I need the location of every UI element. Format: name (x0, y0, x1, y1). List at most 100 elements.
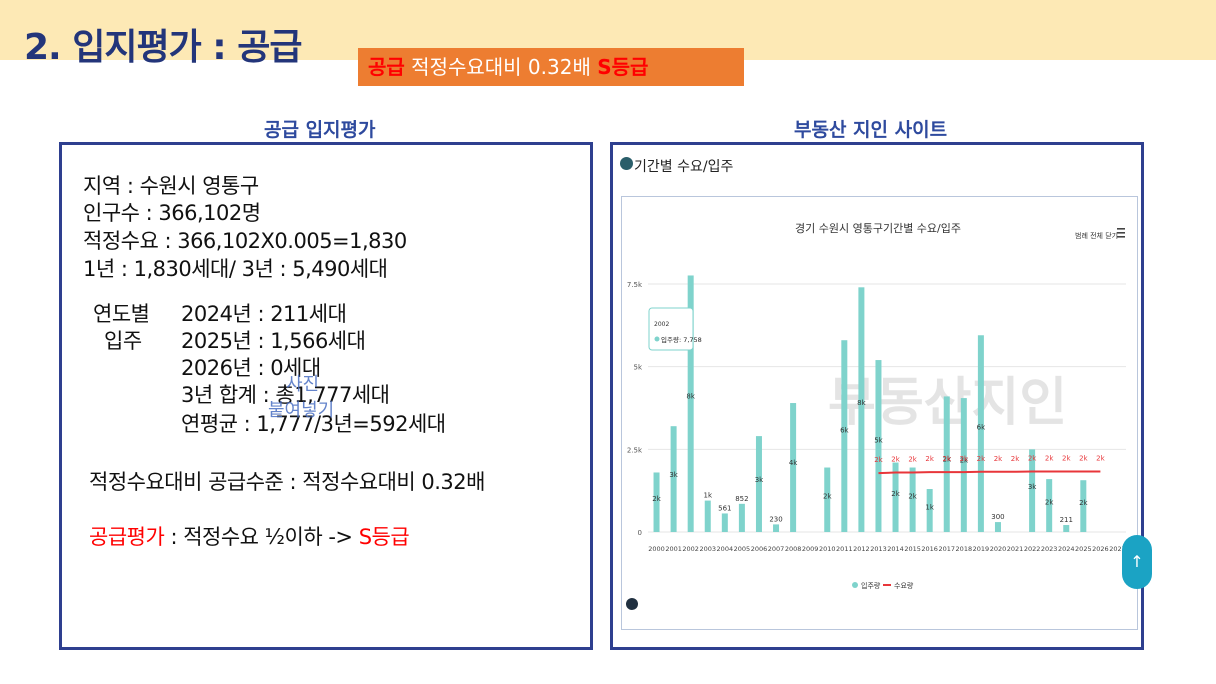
grade-prefix: 공급평가 (89, 525, 165, 549)
x-tick-label: 2017 (938, 545, 955, 553)
legend-toggle-button[interactable]: 범례 전체 닫기 (1075, 231, 1118, 240)
x-tick-label: 2001 (665, 545, 682, 553)
x-tick-label: 2009 (802, 545, 819, 553)
bar-data-label: 2k (652, 495, 661, 503)
x-tick-label: 2006 (751, 545, 768, 553)
supply-line: 2026년 : 0세대 (181, 356, 321, 380)
hamburger-icon[interactable] (1117, 228, 1125, 238)
bar-data-label: 1k (925, 504, 934, 512)
x-tick-label: 2004 (717, 545, 734, 553)
line-data-label: 2k (891, 455, 900, 463)
bar (926, 489, 933, 532)
line-data-label: 2k (874, 456, 883, 464)
x-tick-label: 2019 (973, 545, 990, 553)
bar (909, 467, 916, 532)
y-tick-label: 5k (633, 364, 642, 372)
supply-line: 2024년 : 211세대 (181, 302, 347, 326)
tooltip-value: 입주량: 7,758 (661, 336, 702, 344)
supply-label-1: 연도별 (93, 302, 150, 326)
arrow-up-icon[interactable]: ↑ (1122, 535, 1152, 589)
bar (773, 524, 780, 532)
bar (1063, 525, 1070, 532)
x-tick-label: 2024 (1058, 545, 1075, 553)
supply-label-2: 입주 (104, 329, 142, 353)
tooltip-box (648, 307, 694, 351)
line-data-label: 2k (994, 455, 1003, 463)
bar (704, 500, 711, 532)
x-tick-label: 2007 (768, 545, 785, 553)
app-title: 기간별 수요/입주 (634, 159, 734, 175)
bar (841, 340, 848, 532)
x-tick-label: 2013 (870, 545, 887, 553)
line-data-label: 2k (925, 455, 934, 463)
chart-legend: 입주량 수요량 (852, 582, 914, 590)
bar-data-label: 2k (908, 492, 917, 500)
bar-data-label: 230 (769, 515, 782, 523)
x-tick-label: 2014 (887, 545, 904, 553)
line-data-label: 2k (1045, 454, 1054, 462)
y-tick-label: 7.5k (627, 281, 643, 289)
legend-label: 수요량 (894, 582, 914, 590)
bar-data-label: 2k (891, 490, 900, 498)
bar-data-label: 561 (718, 504, 731, 512)
bar-data-label: 1k (703, 492, 712, 500)
x-tick-label: 2021 (1007, 545, 1024, 553)
bar (670, 426, 677, 532)
line-data-label: 2k (1011, 455, 1020, 463)
line-data-label: 2k (942, 455, 951, 463)
x-tick-label: 2012 (853, 545, 870, 553)
ratio-line: 적정수요대비 공급수준 : 적정수요대비 0.32배 (89, 470, 485, 494)
bar (653, 472, 660, 532)
line-data-label: 2k (977, 455, 986, 463)
region-line: 지역 : 수원시 영통구 (83, 174, 259, 198)
x-tick-label: 2015 (904, 545, 921, 553)
x-tick-label: 2025 (1075, 545, 1092, 553)
right-section-title: 부동산 지인 사이트 (794, 119, 948, 141)
bar-data-label: 5k (874, 437, 883, 445)
demand-line: 적정수요 : 366,102X0.005=1,830 (83, 229, 407, 253)
bar-data-label: 2k (960, 456, 969, 464)
period-line: 1년 : 1,830세대/ 3년 : 5,490세대 (83, 257, 388, 281)
bar (738, 503, 745, 532)
bar (858, 287, 865, 532)
bar-data-label: 4k (789, 459, 798, 467)
bar (1080, 480, 1087, 532)
supply-line: 연평균 : 1,777/3년=592세대 (181, 412, 446, 436)
supply-line: 3년 합계 : 총1,777세대 (181, 383, 390, 407)
x-tick-label: 2000 (648, 545, 665, 553)
left-panel (59, 142, 593, 650)
line-data-label: 2k (1096, 454, 1105, 462)
legend-marker-bar (852, 582, 858, 588)
supply-line: 2025년 : 1,566세대 (181, 329, 366, 353)
demand-line (878, 470, 1101, 475)
x-tick-label: 2027 (1109, 545, 1126, 553)
x-tick-label: 2020 (990, 545, 1007, 553)
tooltip-year: 2002 (654, 321, 669, 328)
bar (721, 513, 728, 532)
line-data-label: 2k (1062, 454, 1071, 462)
bar-data-label: 3k (669, 471, 678, 479)
summary-grade: S등급 (597, 55, 649, 79)
bar-data-label: 3k (755, 476, 764, 484)
x-tick-label: 2023 (1041, 545, 1058, 553)
y-tick-label: 2.5k (627, 446, 643, 454)
app-logo-icon (620, 157, 633, 170)
grade-line: 공급평가 : 적정수요 ½이하 -> S등급 (89, 521, 410, 551)
bar-data-label: 852 (735, 495, 748, 503)
bar-data-label: 2k (823, 492, 832, 500)
line-data-label: 2k (1079, 454, 1088, 462)
x-tick-label: 2016 (921, 545, 938, 553)
page-title: 2. 입지평가 : 공급 (24, 27, 302, 68)
bar (943, 396, 950, 532)
x-tick-label: 2002 (682, 545, 699, 553)
chart-tooltip: 2002 입주량: 7,758 (648, 307, 702, 351)
tooltip-marker (654, 336, 660, 342)
bar-data-label: 2k (1045, 498, 1054, 506)
bar-data-label: 2k (942, 456, 951, 464)
grade-value: S등급 (358, 525, 410, 549)
bar (1046, 479, 1053, 532)
bar (892, 462, 899, 532)
chart-title: 경기 수원시 영통구기간별 수요/입주 (795, 222, 961, 235)
bar-data-label: 8k (686, 393, 695, 401)
